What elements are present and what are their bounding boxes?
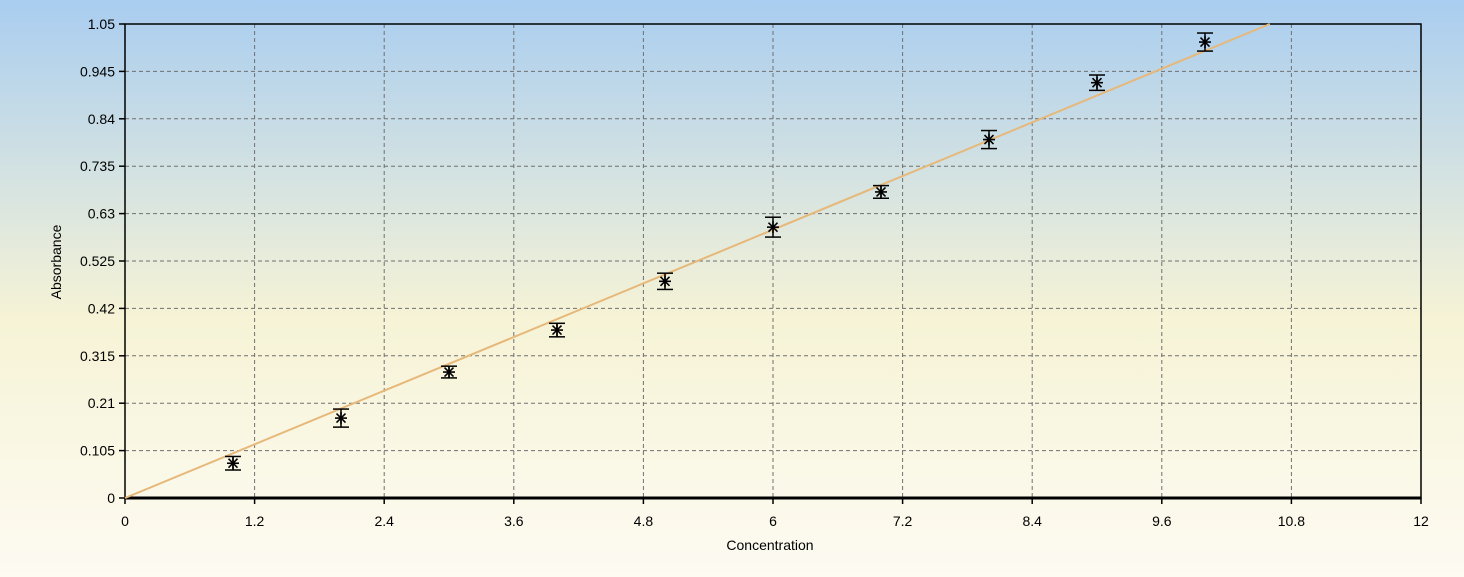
y-tick-label: 0.84 xyxy=(88,111,115,127)
y-tick-label: 0.63 xyxy=(88,206,115,222)
x-tick-label: 9.6 xyxy=(1152,513,1172,529)
y-tick-label: 0.315 xyxy=(80,348,115,364)
x-tick-label: 6 xyxy=(769,513,777,529)
x-tick-label: 7.2 xyxy=(893,513,913,529)
marker-stroke xyxy=(983,134,995,145)
x-tick-label: 0 xyxy=(121,513,129,529)
data-point xyxy=(333,408,349,428)
marker-stroke xyxy=(875,186,887,197)
x-tick-label: 10.8 xyxy=(1278,513,1305,529)
x-tick-label: 1.2 xyxy=(245,513,265,529)
x-tick-label: 4.8 xyxy=(634,513,654,529)
data-points xyxy=(225,32,1213,471)
data-point xyxy=(765,216,781,238)
data-point xyxy=(657,272,673,291)
marker-stroke xyxy=(443,366,455,378)
y-tick-label: 1.05 xyxy=(88,16,115,32)
axes xyxy=(119,23,1422,504)
y-tick-label: 0.21 xyxy=(88,395,115,411)
x-tick-label: 2.4 xyxy=(374,513,394,529)
data-point xyxy=(1089,74,1105,92)
y-tick-label: 0.105 xyxy=(80,443,115,459)
x-axis-title: Concentration xyxy=(726,537,813,553)
data-point xyxy=(441,365,457,379)
marker-stroke xyxy=(767,222,779,233)
marker-stroke xyxy=(1199,36,1211,48)
y-tick-label: 0.42 xyxy=(88,300,115,316)
data-point xyxy=(981,129,997,150)
y-tick-label: 0.735 xyxy=(80,158,115,174)
marker-stroke xyxy=(227,458,239,469)
data-point xyxy=(225,455,241,471)
data-point xyxy=(873,184,889,200)
gridlines xyxy=(125,24,1421,498)
marker-stroke xyxy=(335,413,347,424)
marker-stroke xyxy=(1091,77,1103,88)
tick-labels: 0 1.2 2.4 3.6 4.8 6 7.2 8.4 9.6 10.8 12 0 0.105 0.21 0… xyxy=(80,16,1429,529)
x-tick-label: 8.4 xyxy=(1022,513,1042,529)
y-axis-title: Absorbance xyxy=(48,224,64,299)
y-tick-label: 0.945 xyxy=(80,63,115,79)
data-point xyxy=(549,322,565,338)
marker-stroke xyxy=(659,276,671,287)
data-point xyxy=(1197,32,1213,52)
fit-line-group xyxy=(124,23,1271,499)
y-tick-label: 0 xyxy=(107,490,115,506)
fit-line xyxy=(124,23,1271,499)
marker-stroke xyxy=(551,325,563,336)
y-tick-label: 0.525 xyxy=(80,253,115,269)
x-tick-label: 3.6 xyxy=(504,513,524,529)
x-tick-label: 12 xyxy=(1413,513,1429,529)
